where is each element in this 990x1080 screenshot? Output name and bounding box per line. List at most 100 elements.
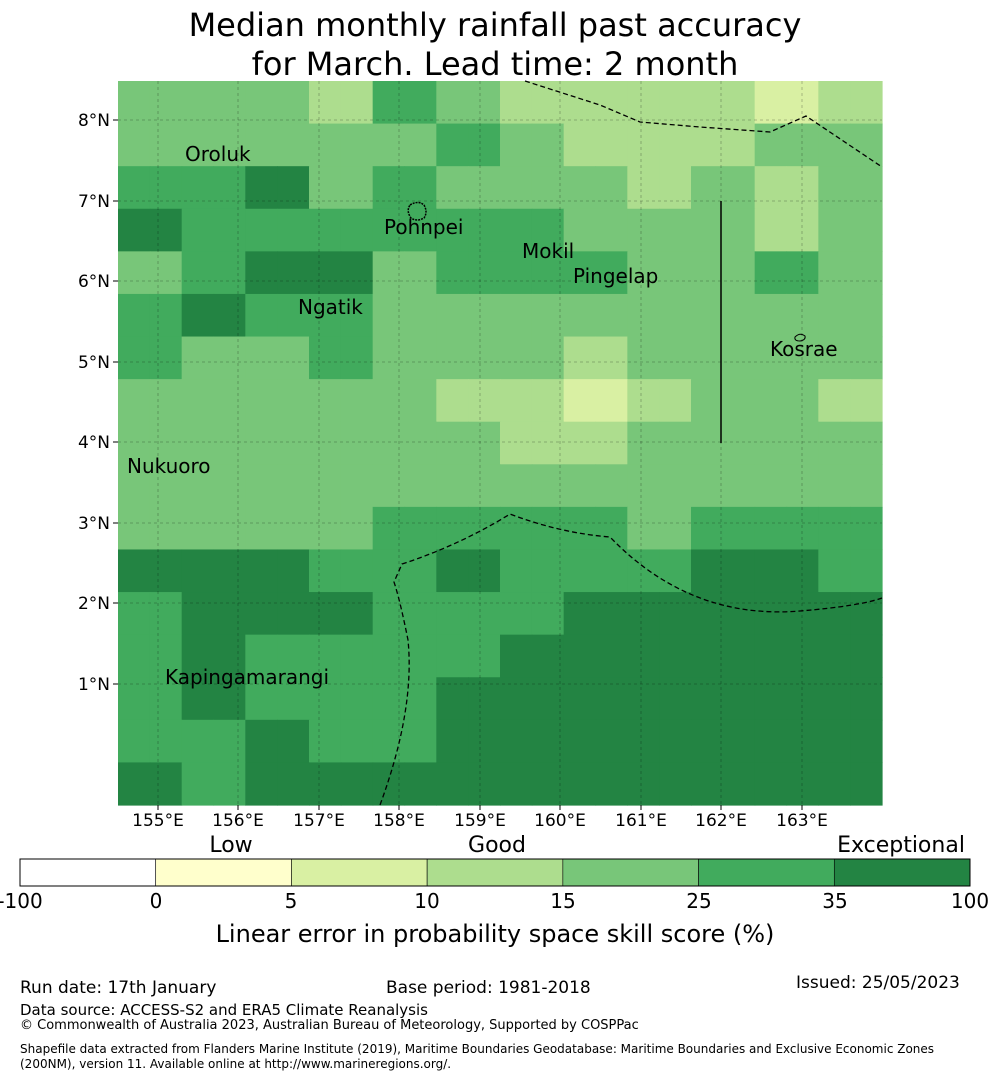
lon-label: 157°E bbox=[293, 811, 345, 831]
grid-cell bbox=[627, 81, 660, 125]
grid-cell bbox=[372, 421, 406, 465]
colorbar-categories: Low Good Exceptional bbox=[209, 833, 965, 858]
grid-cell bbox=[118, 677, 151, 721]
grid-cell bbox=[595, 762, 628, 806]
base-period: Base period: 1981-2018 bbox=[386, 978, 591, 998]
grid-cell bbox=[468, 208, 501, 252]
grid-cell bbox=[659, 293, 692, 338]
grid-cell bbox=[691, 677, 724, 721]
grid-cell bbox=[563, 421, 597, 465]
shapefile-credit-line2: (200NM), version 11. Available online at… bbox=[20, 1057, 452, 1071]
grid-cell bbox=[340, 592, 374, 636]
colorbar-tick: 0 bbox=[150, 889, 163, 913]
grid-cell bbox=[850, 677, 883, 721]
grid-cell bbox=[340, 762, 374, 806]
grid-cell bbox=[213, 123, 246, 167]
grid-cell bbox=[181, 549, 215, 593]
grid-cell bbox=[500, 208, 533, 252]
colorbar-swatch bbox=[291, 858, 428, 887]
grid-cell bbox=[691, 719, 724, 764]
grid-cell bbox=[468, 336, 501, 380]
grid-cell bbox=[149, 592, 183, 636]
grid-cell bbox=[595, 634, 628, 678]
lon-label: 155°E bbox=[132, 811, 184, 831]
grid-cell bbox=[531, 293, 565, 338]
grid-cell bbox=[627, 592, 660, 636]
grid-cell bbox=[786, 634, 819, 678]
grid-cell bbox=[277, 464, 310, 508]
grid-cell bbox=[213, 762, 246, 806]
category-exceptional: Exceptional bbox=[837, 833, 965, 858]
grid-cell bbox=[404, 166, 437, 210]
grid-cell bbox=[213, 336, 246, 380]
grid-cell bbox=[340, 208, 374, 252]
grid-cell bbox=[245, 251, 278, 295]
grid-cell bbox=[181, 634, 215, 678]
grid-cell bbox=[468, 123, 501, 167]
grid-cell bbox=[245, 379, 278, 423]
grid-cell bbox=[245, 208, 278, 252]
grid-cell bbox=[436, 549, 469, 593]
grid-cell bbox=[818, 293, 851, 338]
grid-cell bbox=[309, 123, 342, 167]
grid-cell bbox=[818, 634, 851, 678]
grid-cell bbox=[309, 677, 342, 721]
grid-cell bbox=[563, 549, 597, 593]
grid-cell bbox=[627, 677, 660, 721]
grid-cell bbox=[181, 719, 215, 764]
grid-cell bbox=[340, 464, 374, 508]
grid-cell bbox=[627, 251, 660, 295]
grid-cell bbox=[786, 719, 819, 764]
grid-cell bbox=[691, 251, 724, 295]
map-title-line1: Median monthly rainfall past accuracy bbox=[188, 6, 802, 44]
grid-cell bbox=[277, 379, 310, 423]
grid-cell bbox=[309, 634, 342, 678]
grid-cell bbox=[722, 719, 756, 764]
grid-cell bbox=[245, 549, 278, 593]
grid-cell bbox=[786, 762, 819, 806]
colorbar-swatch bbox=[19, 858, 157, 887]
place-label-pingelap: Pingelap bbox=[573, 264, 658, 288]
grid-cell bbox=[563, 592, 597, 636]
grid-cell bbox=[754, 336, 788, 380]
grid-cell bbox=[531, 762, 565, 806]
grid-cell bbox=[850, 464, 883, 508]
grid-cell bbox=[691, 208, 724, 252]
grid-cell bbox=[404, 592, 437, 636]
grid-cell bbox=[627, 379, 660, 423]
grid-cell bbox=[340, 293, 374, 338]
grid-cell bbox=[531, 464, 565, 508]
grid-cell bbox=[436, 464, 469, 508]
lat-label: 8°N bbox=[78, 111, 110, 131]
grid-cell bbox=[818, 166, 851, 210]
grid-cell bbox=[627, 464, 660, 508]
grid-cell bbox=[181, 464, 215, 508]
grid-cell bbox=[277, 634, 310, 678]
grid-cell bbox=[404, 293, 437, 338]
grid-cell bbox=[309, 719, 342, 764]
grid-cell bbox=[818, 549, 851, 593]
grid-cell bbox=[754, 634, 788, 678]
grid-cell bbox=[786, 166, 819, 210]
grid-cell bbox=[563, 81, 597, 125]
grid-cell bbox=[340, 251, 374, 295]
grid-cell bbox=[722, 81, 756, 125]
grid-cell bbox=[818, 762, 851, 806]
grid-cell bbox=[754, 208, 788, 252]
skill-grid bbox=[118, 81, 883, 806]
grid-cell bbox=[850, 81, 883, 125]
pohnpei-island-outline bbox=[407, 201, 427, 221]
grid-cell bbox=[118, 762, 151, 806]
grid-cell bbox=[786, 123, 819, 167]
grid-cell bbox=[659, 762, 692, 806]
grid-cell bbox=[595, 123, 628, 167]
grid-cell bbox=[754, 166, 788, 210]
grid-cell bbox=[436, 677, 469, 721]
grid-cell bbox=[181, 293, 215, 338]
grid-cell bbox=[786, 336, 819, 380]
eez-boundary-north bbox=[524, 80, 883, 168]
grid-cell bbox=[245, 762, 278, 806]
grid-cell bbox=[659, 123, 692, 167]
grid-cell bbox=[627, 208, 660, 252]
grid-cell bbox=[309, 166, 342, 210]
